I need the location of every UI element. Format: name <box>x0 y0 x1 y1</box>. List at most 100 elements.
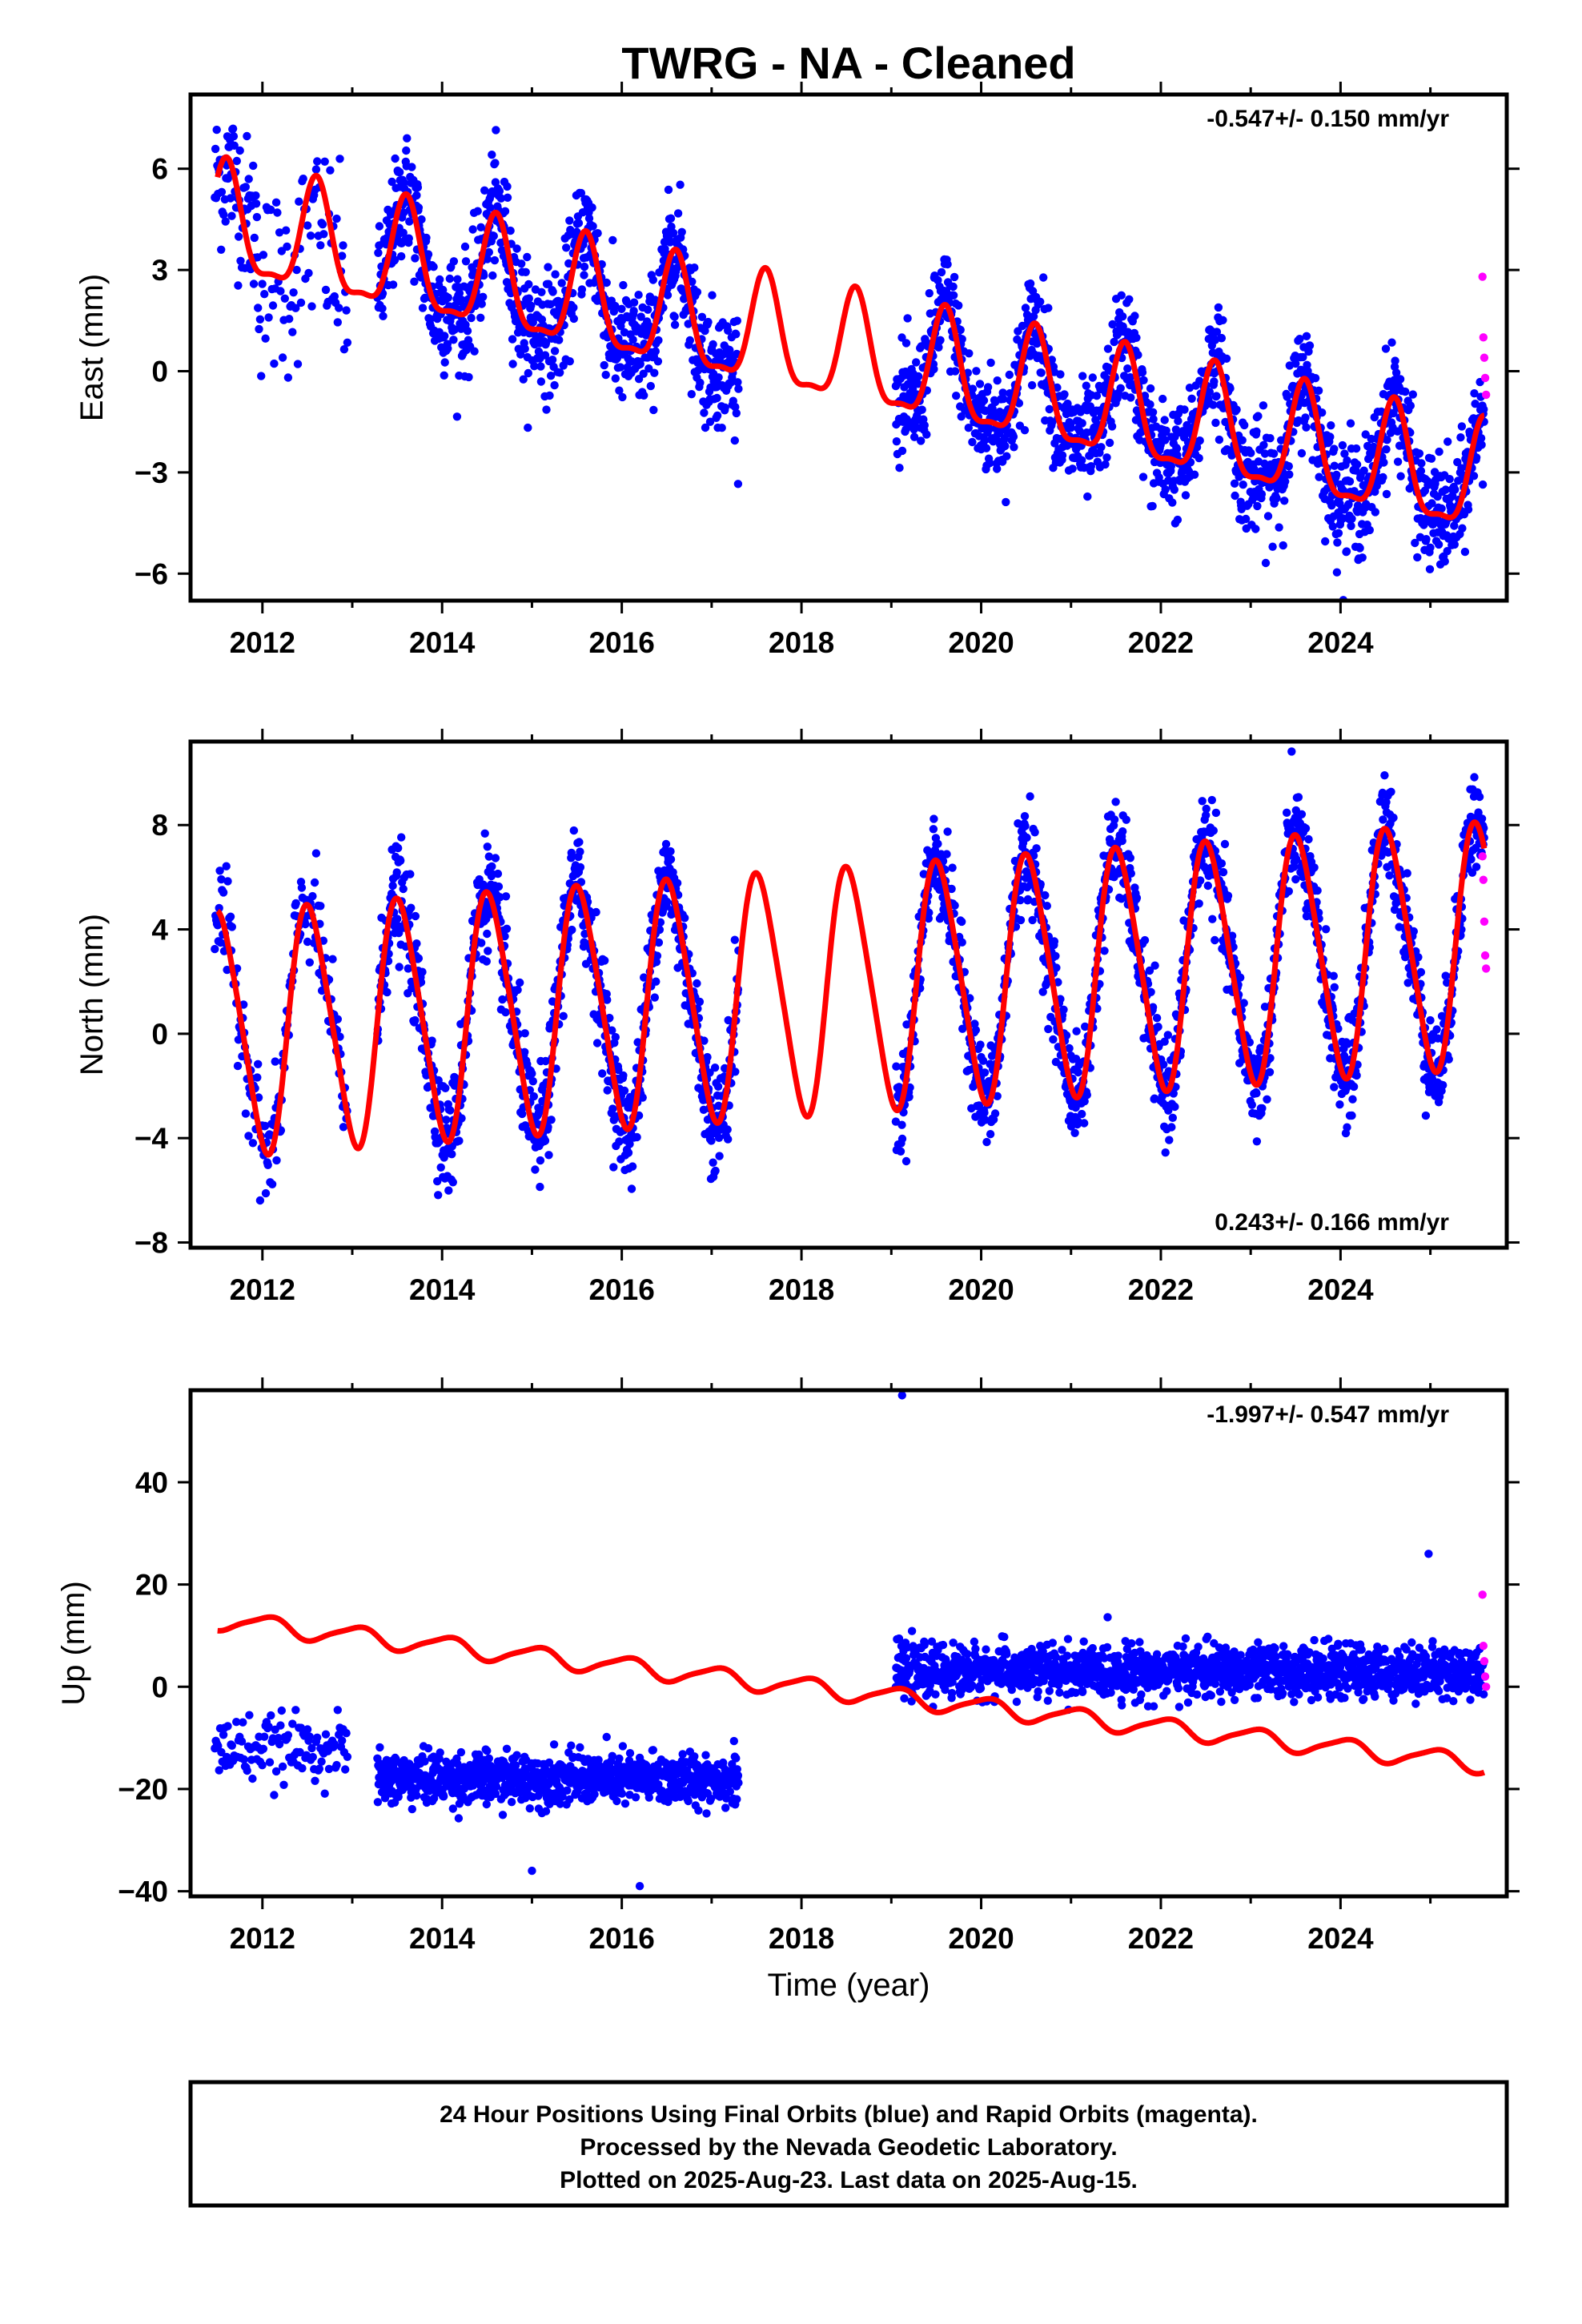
east-final-point <box>546 372 556 380</box>
east-final-point <box>449 257 459 266</box>
north-final-point <box>448 1150 456 1159</box>
north-final-point <box>1379 815 1387 824</box>
east-final-point <box>1173 515 1182 525</box>
y-tick-label: 6 <box>151 153 168 186</box>
north-final-point <box>603 1086 612 1095</box>
east-final-point <box>1451 485 1460 494</box>
east-final-point <box>1372 481 1382 490</box>
north-final-point <box>406 870 415 879</box>
east-final-point <box>318 220 327 229</box>
east-final-point <box>1060 390 1069 399</box>
north-final-point <box>397 833 406 842</box>
east-final-point <box>321 285 331 295</box>
east-final-point <box>611 301 620 311</box>
east-final-point <box>1383 436 1391 444</box>
north-final-point <box>896 1147 905 1156</box>
east-final-point <box>1130 312 1139 320</box>
east-final-point <box>673 209 683 218</box>
east-final-point <box>489 231 498 240</box>
east-final-point <box>901 339 911 348</box>
east-final-point <box>258 279 267 288</box>
north-final-point <box>905 1092 913 1102</box>
east-final-point <box>1343 456 1351 465</box>
east-final-point <box>1190 470 1199 479</box>
east-final-point <box>1305 341 1315 350</box>
north-final-point <box>528 1069 536 1078</box>
east-final-point <box>995 408 1004 416</box>
east-final-point <box>1358 553 1367 562</box>
east-final-point <box>1252 427 1261 436</box>
east-final-point <box>387 177 396 187</box>
east-final-point <box>1381 344 1391 353</box>
east-final-point <box>687 390 696 399</box>
x-tick-label: 2014 <box>409 626 476 659</box>
east-final-point <box>417 215 426 224</box>
east-final-point <box>1251 525 1260 533</box>
north-final-point <box>1310 863 1319 872</box>
x-tick-label: 2016 <box>588 626 654 659</box>
east-final-point <box>1232 405 1241 414</box>
east-frame <box>188 92 1509 603</box>
east-final-point <box>500 207 510 215</box>
east-final-point <box>1275 523 1283 532</box>
east-final-point <box>1330 461 1339 470</box>
north-final-point <box>930 814 938 823</box>
north-final-point <box>1170 1102 1179 1112</box>
east-final-point <box>564 259 573 268</box>
east-final-point <box>964 424 974 432</box>
east-final-point <box>1445 475 1454 484</box>
north-final-point <box>603 995 612 1004</box>
north-final-point <box>1291 875 1300 884</box>
north-final-point <box>632 1132 641 1142</box>
north-final-point <box>301 919 310 929</box>
east-final-point <box>396 167 404 177</box>
east-final-point <box>965 349 974 358</box>
east-final-point <box>512 244 521 253</box>
north-final-point <box>1217 859 1227 868</box>
east-final-point <box>257 372 266 380</box>
east-final-point <box>1125 295 1134 304</box>
east-final-point <box>260 290 269 299</box>
east-final-point <box>713 393 721 403</box>
north-final-point <box>1284 887 1294 896</box>
north-final-point <box>484 852 493 861</box>
east-final-point <box>228 124 238 133</box>
east-final-point <box>950 367 960 376</box>
east-final-point <box>1344 500 1353 509</box>
east-final-point <box>550 347 560 356</box>
east-final-point <box>486 203 495 212</box>
north-final-point <box>1082 1091 1092 1100</box>
north-final-point <box>528 1077 537 1086</box>
north-final-point <box>1385 871 1394 880</box>
north-final-point <box>1390 905 1399 915</box>
east-final-point <box>1434 540 1443 549</box>
east-final-point <box>1379 458 1388 467</box>
east-final-point <box>693 287 702 296</box>
east-final-point <box>1082 381 1091 390</box>
north-final-point <box>990 1109 1000 1118</box>
east-final-point <box>600 360 608 370</box>
east-final-point <box>713 411 722 420</box>
east-final-point <box>1371 508 1380 517</box>
east-final-point <box>580 262 589 271</box>
east-final-point <box>1417 459 1426 468</box>
north-final-point <box>222 862 231 870</box>
north-final-point <box>411 1015 420 1025</box>
east-final-point <box>1001 441 1010 451</box>
east-final-point <box>636 312 645 321</box>
east-final-point <box>397 251 406 261</box>
north-final-point <box>428 1036 436 1045</box>
north-final-point <box>219 888 228 897</box>
east-final-point <box>670 320 680 329</box>
north-final-point <box>436 1163 445 1172</box>
north-final-point <box>1059 1005 1068 1015</box>
north-final-point <box>477 939 486 947</box>
east-final-point <box>654 336 663 345</box>
east-final-point <box>410 277 419 286</box>
east-final-point <box>490 255 500 265</box>
east-final-point <box>1263 512 1273 521</box>
east-final-point <box>952 392 961 400</box>
north-final-point <box>1349 1082 1359 1092</box>
east-final-point <box>426 315 435 324</box>
north-final-point <box>1169 1089 1178 1098</box>
